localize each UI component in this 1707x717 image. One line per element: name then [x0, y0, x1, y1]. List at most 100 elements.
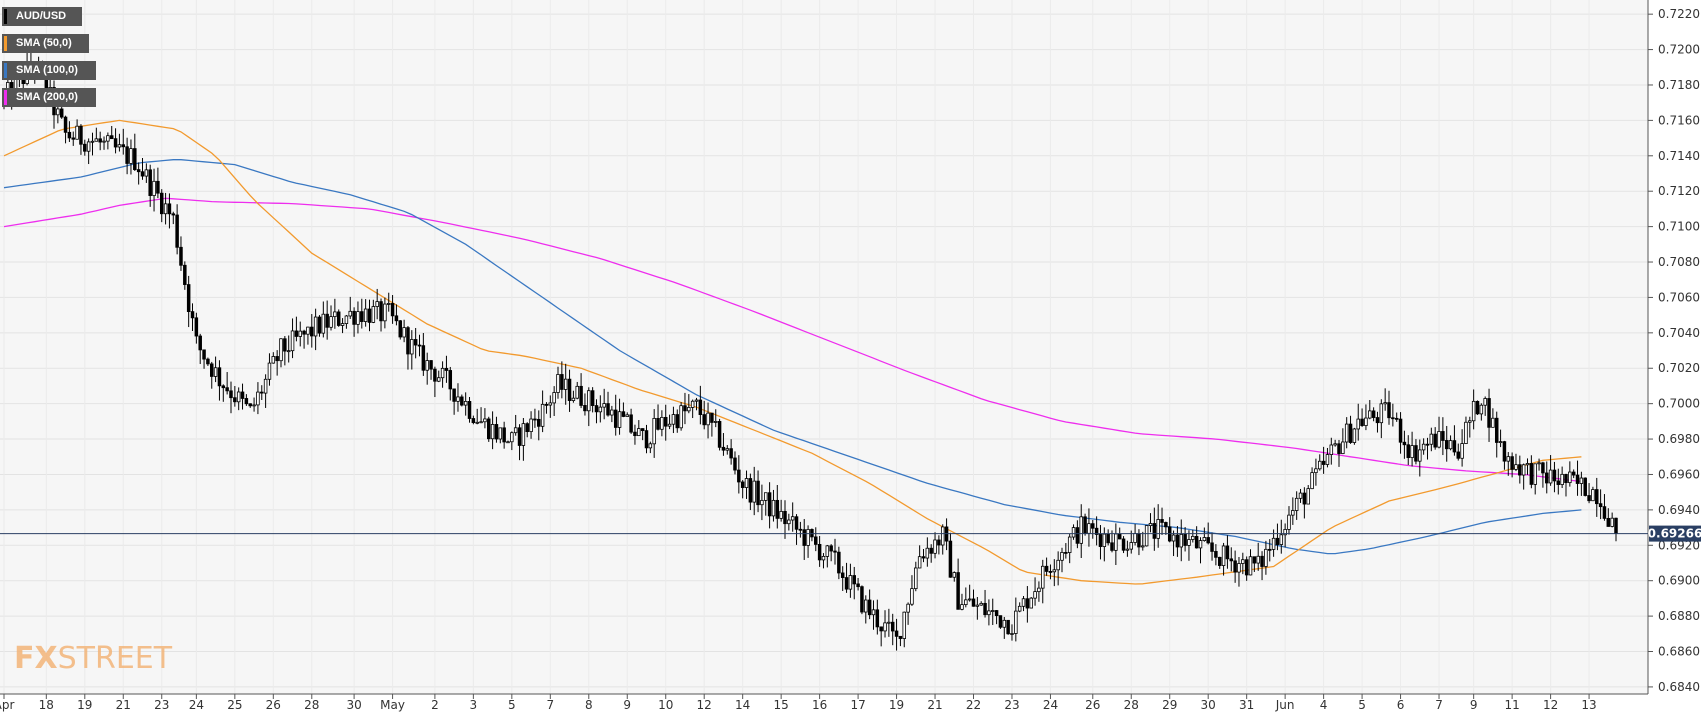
- candle-body: [1575, 474, 1580, 484]
- x-tick-label: 26: [1085, 698, 1100, 712]
- candle-body: [717, 421, 722, 448]
- candle-body: [433, 368, 437, 382]
- candle-body: [1587, 495, 1591, 502]
- candle: [937, 535, 941, 555]
- candle-body: [1533, 463, 1537, 485]
- candle-body: [679, 405, 683, 429]
- candle: [879, 626, 883, 647]
- candle: [1425, 437, 1430, 460]
- candle-body: [706, 412, 710, 426]
- x-tick-label: 19: [77, 698, 92, 712]
- candle: [417, 334, 422, 357]
- candle: [1006, 619, 1010, 635]
- candle-body: [167, 203, 172, 215]
- candle-body: [1121, 538, 1126, 551]
- candle: [1579, 471, 1584, 496]
- candle: [321, 301, 326, 338]
- candle: [771, 489, 776, 522]
- candle: [640, 428, 645, 441]
- candle: [567, 369, 572, 412]
- candle: [740, 480, 745, 499]
- candle: [506, 440, 510, 444]
- candle-body: [1556, 480, 1561, 485]
- candle-body: [1148, 523, 1153, 527]
- candle: [802, 518, 806, 560]
- candle-body: [410, 339, 414, 355]
- candle: [1179, 519, 1184, 562]
- candle: [783, 500, 787, 539]
- sma-100-line: [3, 159, 1582, 555]
- candle: [1148, 513, 1153, 533]
- legend-aud-usd[interactable]: AUD/USD: [2, 7, 82, 26]
- candle-body: [579, 385, 583, 406]
- candle: [267, 353, 272, 386]
- candle: [1471, 389, 1476, 430]
- candle: [906, 602, 910, 625]
- candle-body: [444, 367, 449, 371]
- candle: [1048, 564, 1053, 580]
- candle: [1329, 437, 1334, 465]
- candle: [694, 397, 699, 411]
- candle: [1033, 577, 1037, 606]
- legend-sma-50[interactable]: SMA (50,0): [2, 34, 89, 53]
- candle: [406, 325, 410, 370]
- candle-body: [1075, 527, 1080, 544]
- candle-body: [490, 424, 495, 440]
- candle: [1010, 624, 1014, 641]
- candle: [914, 561, 918, 592]
- candle-body: [1271, 537, 1276, 550]
- candle-body: [1337, 443, 1341, 455]
- candle-body: [563, 378, 568, 390]
- legend-sma-200[interactable]: SMA (200,0): [2, 88, 96, 107]
- candle-body: [737, 469, 741, 483]
- candle: [1279, 519, 1284, 554]
- candle: [1310, 467, 1314, 490]
- candle-body: [544, 403, 549, 406]
- candle: [1241, 552, 1245, 575]
- candle: [806, 525, 810, 558]
- x-tick-label: 11: [1504, 698, 1519, 712]
- candle-body: [171, 213, 176, 216]
- candle-body: [998, 615, 1003, 628]
- legend-sma-100[interactable]: SMA (100,0): [2, 61, 96, 80]
- candle-body: [302, 330, 306, 335]
- candle: [233, 386, 237, 407]
- candle: [556, 366, 560, 399]
- candle-body: [125, 146, 129, 164]
- x-tick-label: 9: [1470, 698, 1478, 712]
- candle: [1025, 586, 1030, 623]
- candle-body: [817, 544, 822, 561]
- candle: [983, 589, 987, 618]
- candle: [1079, 504, 1083, 559]
- candle: [1491, 408, 1495, 428]
- candle-body: [394, 315, 399, 322]
- candle-body: [1548, 469, 1553, 484]
- candle: [1418, 439, 1422, 477]
- candle: [363, 299, 368, 327]
- candle-body: [98, 138, 102, 143]
- candle-body: [1048, 571, 1053, 573]
- candle-body: [275, 356, 279, 362]
- y-tick-label: 0.7020: [1658, 361, 1700, 375]
- candle-body: [156, 180, 160, 194]
- candle-body: [1106, 533, 1110, 544]
- candle-body: [221, 385, 226, 389]
- x-tick-label: 30: [346, 698, 361, 712]
- candle: [1333, 439, 1337, 447]
- candle-body: [1471, 400, 1476, 422]
- candle-body: [144, 169, 149, 177]
- candle: [244, 394, 249, 406]
- legend-label-aud-usd: AUD/USD: [16, 10, 67, 22]
- candle: [887, 608, 891, 637]
- candle-body: [436, 377, 441, 382]
- candle-body: [1021, 598, 1026, 607]
- candle-body: [1248, 556, 1253, 576]
- candle: [1260, 551, 1264, 581]
- candle-body: [860, 586, 864, 613]
- candle: [371, 299, 376, 324]
- candle-body: [356, 311, 360, 325]
- candle: [587, 387, 591, 427]
- candle: [952, 571, 957, 582]
- candle-body: [1164, 522, 1168, 528]
- candle-body: [1494, 417, 1499, 443]
